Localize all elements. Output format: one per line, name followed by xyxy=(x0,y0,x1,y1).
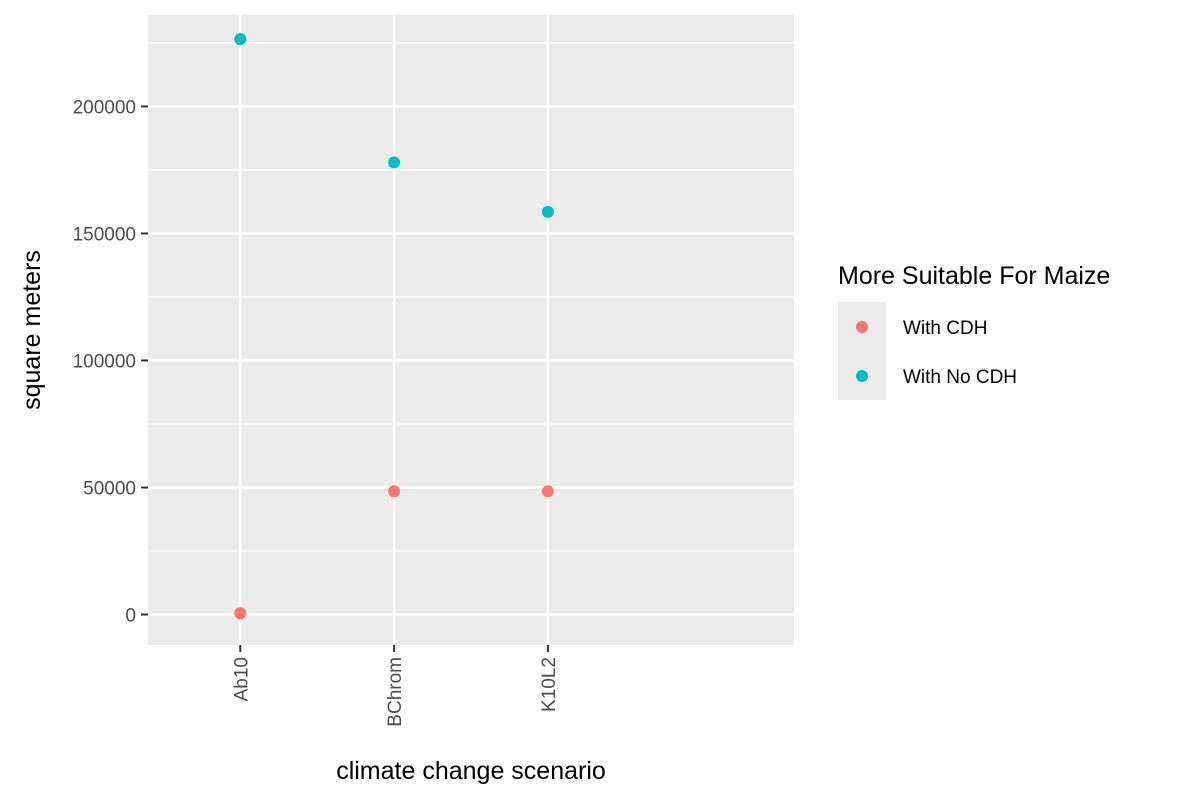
legend: More Suitable For Maize With CDH With No … xyxy=(838,262,1110,400)
x-tick-label: K10L2 xyxy=(539,657,560,712)
legend-key xyxy=(856,321,868,333)
x-axis-title: climate change scenario xyxy=(336,757,606,785)
x-axis: Ab10 BChrom K10L2 xyxy=(231,645,560,727)
legend-label: With No CDH xyxy=(903,367,1017,388)
legend-title: More Suitable For Maize xyxy=(838,262,1110,290)
data-point xyxy=(388,156,401,169)
y-tick-label: 50000 xyxy=(83,479,136,500)
panel-background xyxy=(148,15,794,645)
y-tick-label: 0 xyxy=(125,606,136,627)
y-axis-title: square meters xyxy=(18,250,46,410)
data-point xyxy=(388,485,401,498)
data-points xyxy=(234,33,554,620)
grid-minor xyxy=(148,42,794,552)
legend-key-background xyxy=(838,302,886,400)
data-point xyxy=(234,607,247,620)
x-tick-label: Ab10 xyxy=(231,657,252,701)
x-tick-label: BChrom xyxy=(385,657,406,727)
data-point xyxy=(234,33,247,46)
legend-items: With CDH With No CDH xyxy=(856,318,1017,388)
legend-label: With CDH xyxy=(903,318,987,339)
y-tick-label: 200000 xyxy=(73,97,136,118)
y-axis: 0 50000 100000 150000 200000 xyxy=(73,97,148,627)
grid-major xyxy=(148,15,794,645)
y-tick-label: 150000 xyxy=(73,224,136,245)
y-tick-label: 100000 xyxy=(73,351,136,372)
data-point xyxy=(541,485,554,498)
data-point xyxy=(541,205,554,218)
legend-key xyxy=(856,370,868,382)
